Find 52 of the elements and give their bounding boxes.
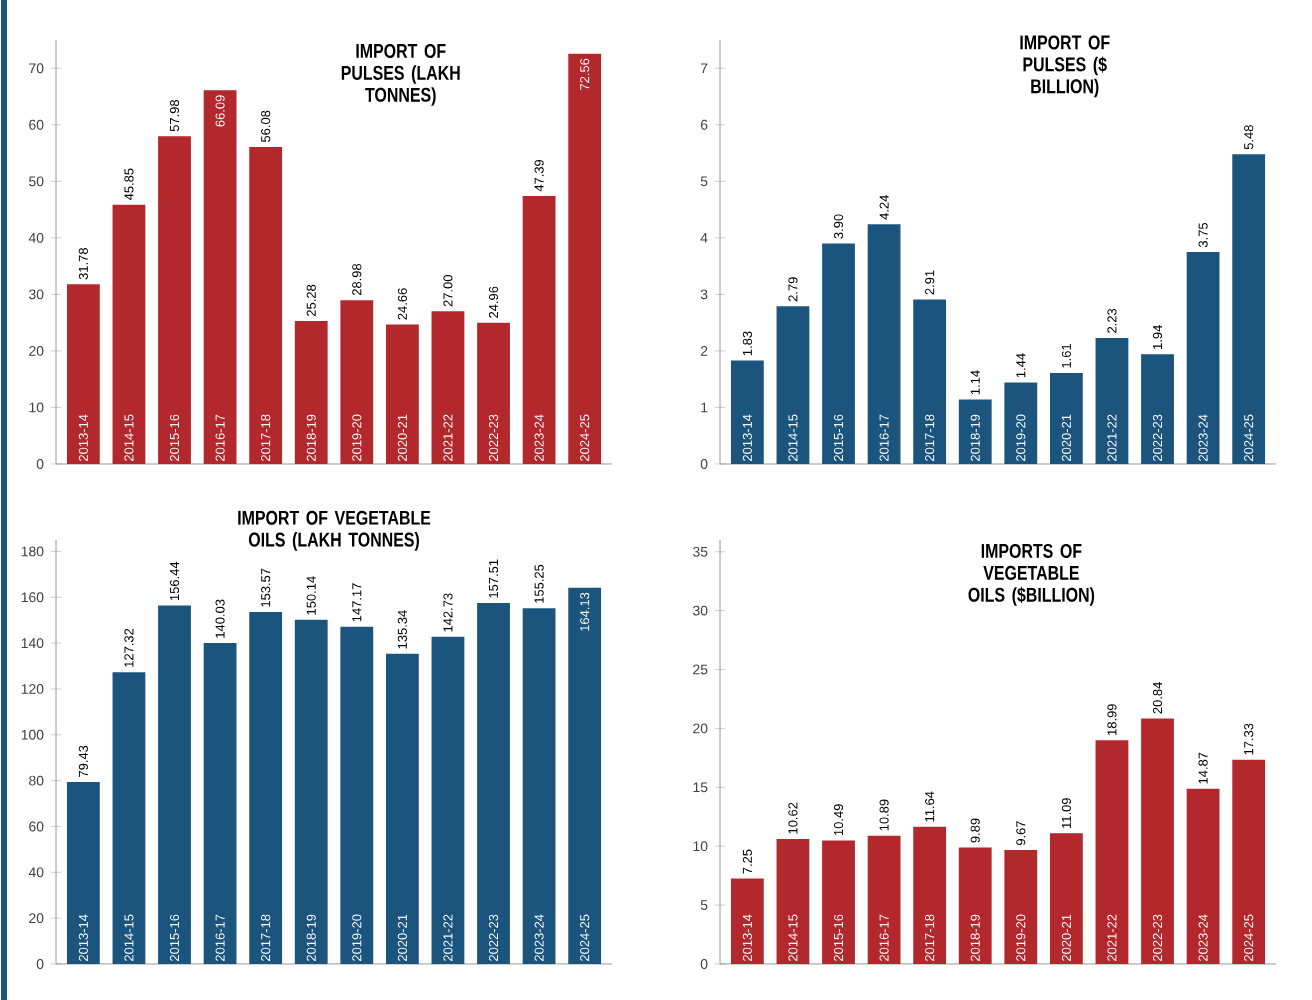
bar xyxy=(66,781,100,964)
bar xyxy=(1049,833,1083,964)
bar xyxy=(730,360,764,464)
bar xyxy=(1232,759,1266,964)
bar xyxy=(522,196,556,464)
bar xyxy=(1004,382,1038,464)
bar xyxy=(203,643,237,964)
bar xyxy=(112,204,146,464)
bar xyxy=(249,612,283,964)
bar xyxy=(958,399,992,464)
bar xyxy=(1049,372,1083,464)
bar xyxy=(522,608,556,964)
bar xyxy=(431,311,465,464)
bar xyxy=(1004,850,1038,964)
text: IMPORT OF PULSES (LAKH TONNES) xyxy=(341,43,460,106)
bar xyxy=(867,835,901,964)
bar xyxy=(203,90,237,464)
bar xyxy=(249,146,283,464)
bar xyxy=(477,602,510,964)
bar xyxy=(431,636,465,964)
bar xyxy=(1141,354,1174,464)
bar xyxy=(112,672,146,964)
bar xyxy=(1232,154,1266,464)
bar xyxy=(822,243,855,464)
bar xyxy=(1141,718,1174,964)
bar xyxy=(776,306,810,464)
bar xyxy=(158,605,191,964)
text: IMPORT OF PULSES ($ BILLION) xyxy=(1020,35,1110,98)
bar xyxy=(385,653,419,964)
bar xyxy=(958,847,992,964)
bar xyxy=(1095,740,1129,964)
bar xyxy=(776,838,810,964)
bar xyxy=(340,626,374,964)
bar xyxy=(1186,251,1220,464)
bar xyxy=(477,322,510,464)
bar xyxy=(1095,337,1129,464)
bar xyxy=(340,300,374,464)
bar xyxy=(158,136,191,464)
bar xyxy=(913,299,947,464)
bar xyxy=(822,840,855,964)
bar xyxy=(385,324,419,464)
chart-title: IMPORT OF VEGETABLE OILS (LAKH TONNES) xyxy=(238,510,431,551)
bar xyxy=(294,321,328,464)
bar xyxy=(867,224,901,464)
bar xyxy=(913,826,947,964)
bar xyxy=(294,619,328,964)
bar xyxy=(1186,788,1220,964)
bar xyxy=(568,53,602,464)
bar xyxy=(66,284,100,464)
bar xyxy=(568,587,602,964)
bar xyxy=(730,878,764,964)
text: IMPORTS OF VEGETABLE OILS ($BILLION) xyxy=(968,543,1095,606)
